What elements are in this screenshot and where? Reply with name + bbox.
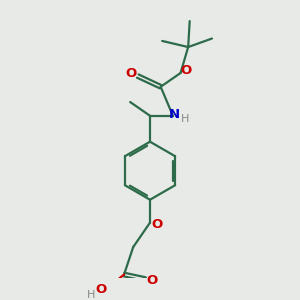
Text: O: O: [125, 67, 137, 80]
Text: O: O: [95, 283, 106, 296]
Text: H: H: [181, 114, 189, 124]
Text: N: N: [169, 108, 180, 121]
Text: O: O: [180, 64, 192, 77]
Text: H: H: [87, 290, 96, 300]
Text: O: O: [151, 218, 162, 231]
Text: O: O: [146, 274, 158, 287]
